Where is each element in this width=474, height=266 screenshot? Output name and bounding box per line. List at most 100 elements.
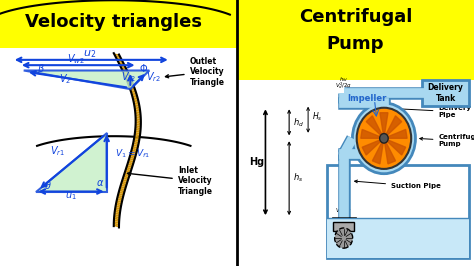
Polygon shape bbox=[366, 116, 382, 136]
Polygon shape bbox=[118, 191, 124, 194]
Polygon shape bbox=[128, 85, 134, 88]
Polygon shape bbox=[115, 210, 120, 213]
Polygon shape bbox=[122, 69, 128, 72]
Polygon shape bbox=[132, 146, 138, 149]
Text: $V_1=V_{f1}$: $V_1=V_{f1}$ bbox=[115, 148, 150, 160]
Polygon shape bbox=[129, 158, 135, 161]
Polygon shape bbox=[134, 135, 140, 138]
Polygon shape bbox=[380, 113, 388, 134]
Text: $\beta$: $\beta$ bbox=[37, 62, 45, 76]
Polygon shape bbox=[136, 125, 141, 128]
Circle shape bbox=[357, 108, 411, 169]
Polygon shape bbox=[123, 72, 129, 76]
Text: $V_{r2}$: $V_{r2}$ bbox=[146, 70, 161, 84]
Polygon shape bbox=[119, 189, 125, 193]
Text: $H_s$: $H_s$ bbox=[311, 111, 322, 123]
Polygon shape bbox=[132, 148, 137, 151]
Text: $u_2$: $u_2$ bbox=[83, 48, 97, 60]
Polygon shape bbox=[114, 224, 119, 227]
Text: $h_s$: $h_s$ bbox=[293, 172, 304, 184]
FancyBboxPatch shape bbox=[327, 218, 469, 258]
Polygon shape bbox=[118, 193, 124, 196]
Text: $V_s^2/2g$: $V_s^2/2g$ bbox=[335, 206, 352, 217]
Polygon shape bbox=[130, 155, 136, 157]
Polygon shape bbox=[126, 168, 131, 172]
Polygon shape bbox=[115, 209, 120, 212]
Polygon shape bbox=[127, 163, 133, 166]
Polygon shape bbox=[135, 111, 140, 114]
Polygon shape bbox=[134, 139, 139, 142]
Polygon shape bbox=[133, 140, 139, 144]
Polygon shape bbox=[122, 181, 128, 184]
Polygon shape bbox=[115, 55, 121, 58]
Polygon shape bbox=[122, 71, 128, 74]
Polygon shape bbox=[117, 59, 123, 61]
Polygon shape bbox=[133, 99, 138, 102]
Polygon shape bbox=[114, 212, 120, 215]
Polygon shape bbox=[135, 109, 140, 112]
Polygon shape bbox=[127, 165, 132, 168]
Circle shape bbox=[353, 103, 415, 174]
Polygon shape bbox=[116, 205, 121, 208]
Text: $\theta$: $\theta$ bbox=[44, 179, 52, 192]
Polygon shape bbox=[135, 132, 140, 135]
Polygon shape bbox=[118, 60, 123, 63]
Text: Centrifugal
Pump: Centrifugal Pump bbox=[420, 135, 474, 147]
Polygon shape bbox=[125, 76, 131, 79]
Polygon shape bbox=[133, 142, 138, 145]
Text: $V_d^2/2g$: $V_d^2/2g$ bbox=[335, 81, 352, 92]
Polygon shape bbox=[114, 217, 119, 221]
Text: $V_{f2}$: $V_{f2}$ bbox=[121, 70, 136, 84]
Text: $V_{w2}$: $V_{w2}$ bbox=[67, 52, 85, 66]
Polygon shape bbox=[132, 97, 138, 100]
Polygon shape bbox=[114, 219, 119, 222]
Polygon shape bbox=[131, 92, 137, 95]
Polygon shape bbox=[124, 74, 130, 77]
Polygon shape bbox=[118, 195, 123, 198]
FancyBboxPatch shape bbox=[0, 0, 237, 48]
Polygon shape bbox=[133, 100, 139, 103]
Polygon shape bbox=[131, 93, 137, 97]
Polygon shape bbox=[129, 156, 135, 159]
FancyBboxPatch shape bbox=[422, 80, 469, 106]
Text: Inlet
Velocity
Triangle: Inlet Velocity Triangle bbox=[128, 166, 213, 196]
Polygon shape bbox=[114, 216, 119, 219]
FancyBboxPatch shape bbox=[333, 222, 354, 231]
FancyBboxPatch shape bbox=[0, 48, 237, 266]
Polygon shape bbox=[120, 65, 126, 69]
Polygon shape bbox=[117, 196, 123, 200]
Polygon shape bbox=[128, 83, 134, 86]
Polygon shape bbox=[122, 179, 128, 182]
Polygon shape bbox=[123, 177, 128, 180]
Polygon shape bbox=[114, 53, 120, 56]
Polygon shape bbox=[119, 64, 125, 67]
Text: Impeller: Impeller bbox=[347, 94, 387, 103]
Polygon shape bbox=[128, 160, 134, 163]
Text: $V_2$: $V_2$ bbox=[59, 72, 72, 86]
Text: Outlet
Velocity
Triangle: Outlet Velocity Triangle bbox=[165, 57, 225, 87]
Polygon shape bbox=[127, 81, 133, 84]
Text: Delivery
Pipe: Delivery Pipe bbox=[355, 105, 472, 118]
Text: $\alpha$: $\alpha$ bbox=[96, 178, 104, 188]
Text: $V_{r1}$: $V_{r1}$ bbox=[50, 144, 65, 158]
Polygon shape bbox=[134, 104, 139, 107]
FancyBboxPatch shape bbox=[237, 80, 474, 266]
Text: Hg: Hg bbox=[250, 157, 264, 167]
Text: $u_1$: $u_1$ bbox=[65, 190, 77, 202]
Polygon shape bbox=[136, 127, 141, 130]
Polygon shape bbox=[116, 57, 122, 60]
Polygon shape bbox=[136, 123, 141, 126]
Text: Suction Pipe: Suction Pipe bbox=[355, 180, 441, 189]
Polygon shape bbox=[114, 214, 119, 217]
Polygon shape bbox=[133, 144, 138, 147]
Polygon shape bbox=[135, 130, 140, 133]
Polygon shape bbox=[115, 207, 121, 210]
Polygon shape bbox=[120, 186, 126, 189]
Text: Pump: Pump bbox=[327, 35, 384, 53]
FancyBboxPatch shape bbox=[327, 165, 469, 258]
Circle shape bbox=[380, 134, 388, 143]
Polygon shape bbox=[131, 149, 137, 152]
Text: Delivery
Tank: Delivery Tank bbox=[428, 84, 464, 103]
Polygon shape bbox=[129, 86, 135, 89]
Polygon shape bbox=[118, 62, 124, 65]
